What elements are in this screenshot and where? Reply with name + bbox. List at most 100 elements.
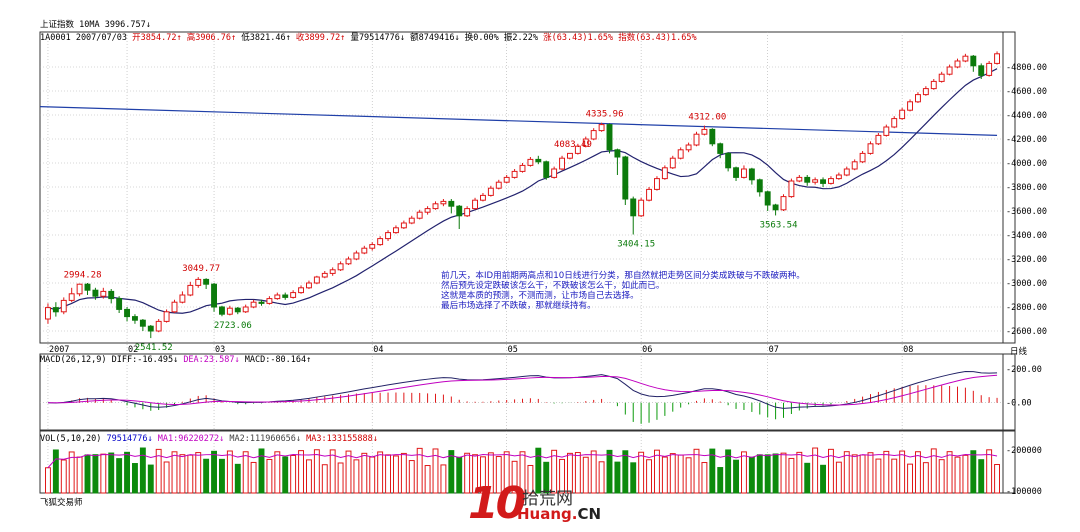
y-tick-label: -4600.00 — [1006, 87, 1047, 97]
volume-bar — [282, 456, 289, 494]
vol-title: VOL(5,10,20) — [40, 434, 102, 444]
candle-body — [464, 208, 471, 217]
volume-bar — [503, 451, 510, 494]
candle-body — [313, 276, 320, 284]
candle-body — [907, 101, 913, 111]
volume-bar — [147, 464, 154, 494]
volume-bar — [938, 459, 945, 494]
candle-body — [219, 306, 225, 315]
volume-bar — [456, 456, 463, 494]
volume-bar — [306, 459, 312, 494]
volume-bar — [400, 452, 407, 494]
candle-body — [891, 118, 898, 128]
x-tick-label: 02 — [128, 345, 138, 355]
volume-bar — [187, 454, 194, 494]
candle-body — [472, 199, 478, 210]
candle-body — [432, 203, 439, 210]
candle-body — [132, 316, 138, 321]
candle-body — [701, 128, 708, 135]
volume-bar — [551, 449, 558, 494]
volume-bar — [195, 452, 202, 494]
candle-body — [646, 188, 652, 201]
candle-body — [345, 258, 352, 265]
candle-body — [266, 298, 273, 304]
candle-body — [796, 176, 803, 182]
volume-bar — [393, 455, 399, 494]
volume-bar — [511, 460, 518, 494]
volume-bar — [812, 447, 819, 494]
candle-body — [669, 157, 676, 169]
candle-body — [195, 278, 202, 286]
x-tick-label: 08 — [903, 345, 913, 355]
candle-body — [804, 176, 811, 183]
volume-bar — [820, 464, 826, 494]
volume-bar — [116, 458, 123, 494]
volume-bar — [875, 458, 882, 494]
volume-bar — [203, 458, 210, 494]
volume-bar — [274, 451, 281, 494]
y-tick-label: -3800.00 — [1006, 183, 1047, 193]
volume-bar — [60, 459, 67, 494]
trend-line — [39, 106, 998, 136]
volume-bar — [646, 459, 652, 494]
volume-bar — [796, 451, 803, 494]
y-tick-label: -2800.00 — [1006, 303, 1047, 313]
volume-bar — [954, 456, 961, 494]
volume-bar — [630, 462, 637, 494]
price-point-label: 2541.52 — [135, 343, 173, 353]
candle-body — [84, 283, 91, 291]
volume-bar — [361, 452, 368, 494]
candle-body — [812, 179, 819, 183]
volume-bar — [226, 450, 233, 494]
volume-bar — [179, 454, 186, 494]
volume-bar — [139, 447, 146, 494]
index-name: 上证指数 — [40, 20, 75, 30]
volume-bar — [788, 457, 795, 494]
volume-bar — [922, 462, 929, 494]
candle-body — [92, 289, 99, 297]
candle-body — [543, 161, 550, 178]
candle-body — [211, 283, 217, 308]
candle-body — [875, 134, 882, 145]
macd-dea: DEA:23.587↓ — [183, 355, 240, 365]
volume-bar — [211, 450, 217, 494]
volume-bar — [986, 449, 993, 494]
volume-bar — [828, 448, 834, 494]
price-point-label: 3049.77 — [182, 264, 220, 274]
candle-body — [353, 252, 360, 260]
candle-body — [298, 287, 304, 294]
candle-body — [551, 168, 558, 178]
ma-value: 3996.757↓ — [104, 20, 151, 30]
amplitude-value: 振2.22% — [503, 33, 539, 43]
candle-body — [954, 60, 961, 68]
candle-body — [677, 149, 684, 159]
volume-bar — [867, 452, 874, 494]
volume-bar — [329, 449, 336, 494]
volume-bar — [290, 454, 297, 494]
volume-bar — [772, 453, 779, 494]
y-tick-label: -3200.00 — [1006, 255, 1047, 265]
macd-diff: DIFF:-16.495↓ — [111, 355, 179, 365]
candle-body — [321, 272, 328, 278]
y-tick-label: -3000.00 — [1006, 279, 1047, 289]
candle-body — [495, 181, 502, 189]
volume-bar — [234, 463, 241, 494]
candle-body — [290, 292, 297, 298]
candle-body — [741, 168, 747, 178]
candle-body — [788, 180, 795, 198]
candle-body — [45, 307, 51, 320]
vol-ma1: MA1:96220272↓ — [157, 434, 225, 444]
volume-bar — [559, 458, 565, 494]
volume-bar — [124, 451, 130, 494]
candle-body — [756, 179, 763, 193]
y-tick-label: -4800.00 — [1006, 63, 1047, 73]
vol-value: 79514776↓ — [106, 434, 153, 444]
y-tick-label: -4000.00 — [1006, 159, 1047, 169]
volume-bar — [527, 464, 534, 494]
candle-body — [416, 211, 423, 219]
candle-body — [282, 294, 289, 298]
index-title-line: 上证指数 10MA 3996.757↓ — [40, 18, 151, 30]
volume-bar — [907, 463, 913, 494]
vol-ma2: MA2:111960656↓ — [229, 434, 302, 444]
